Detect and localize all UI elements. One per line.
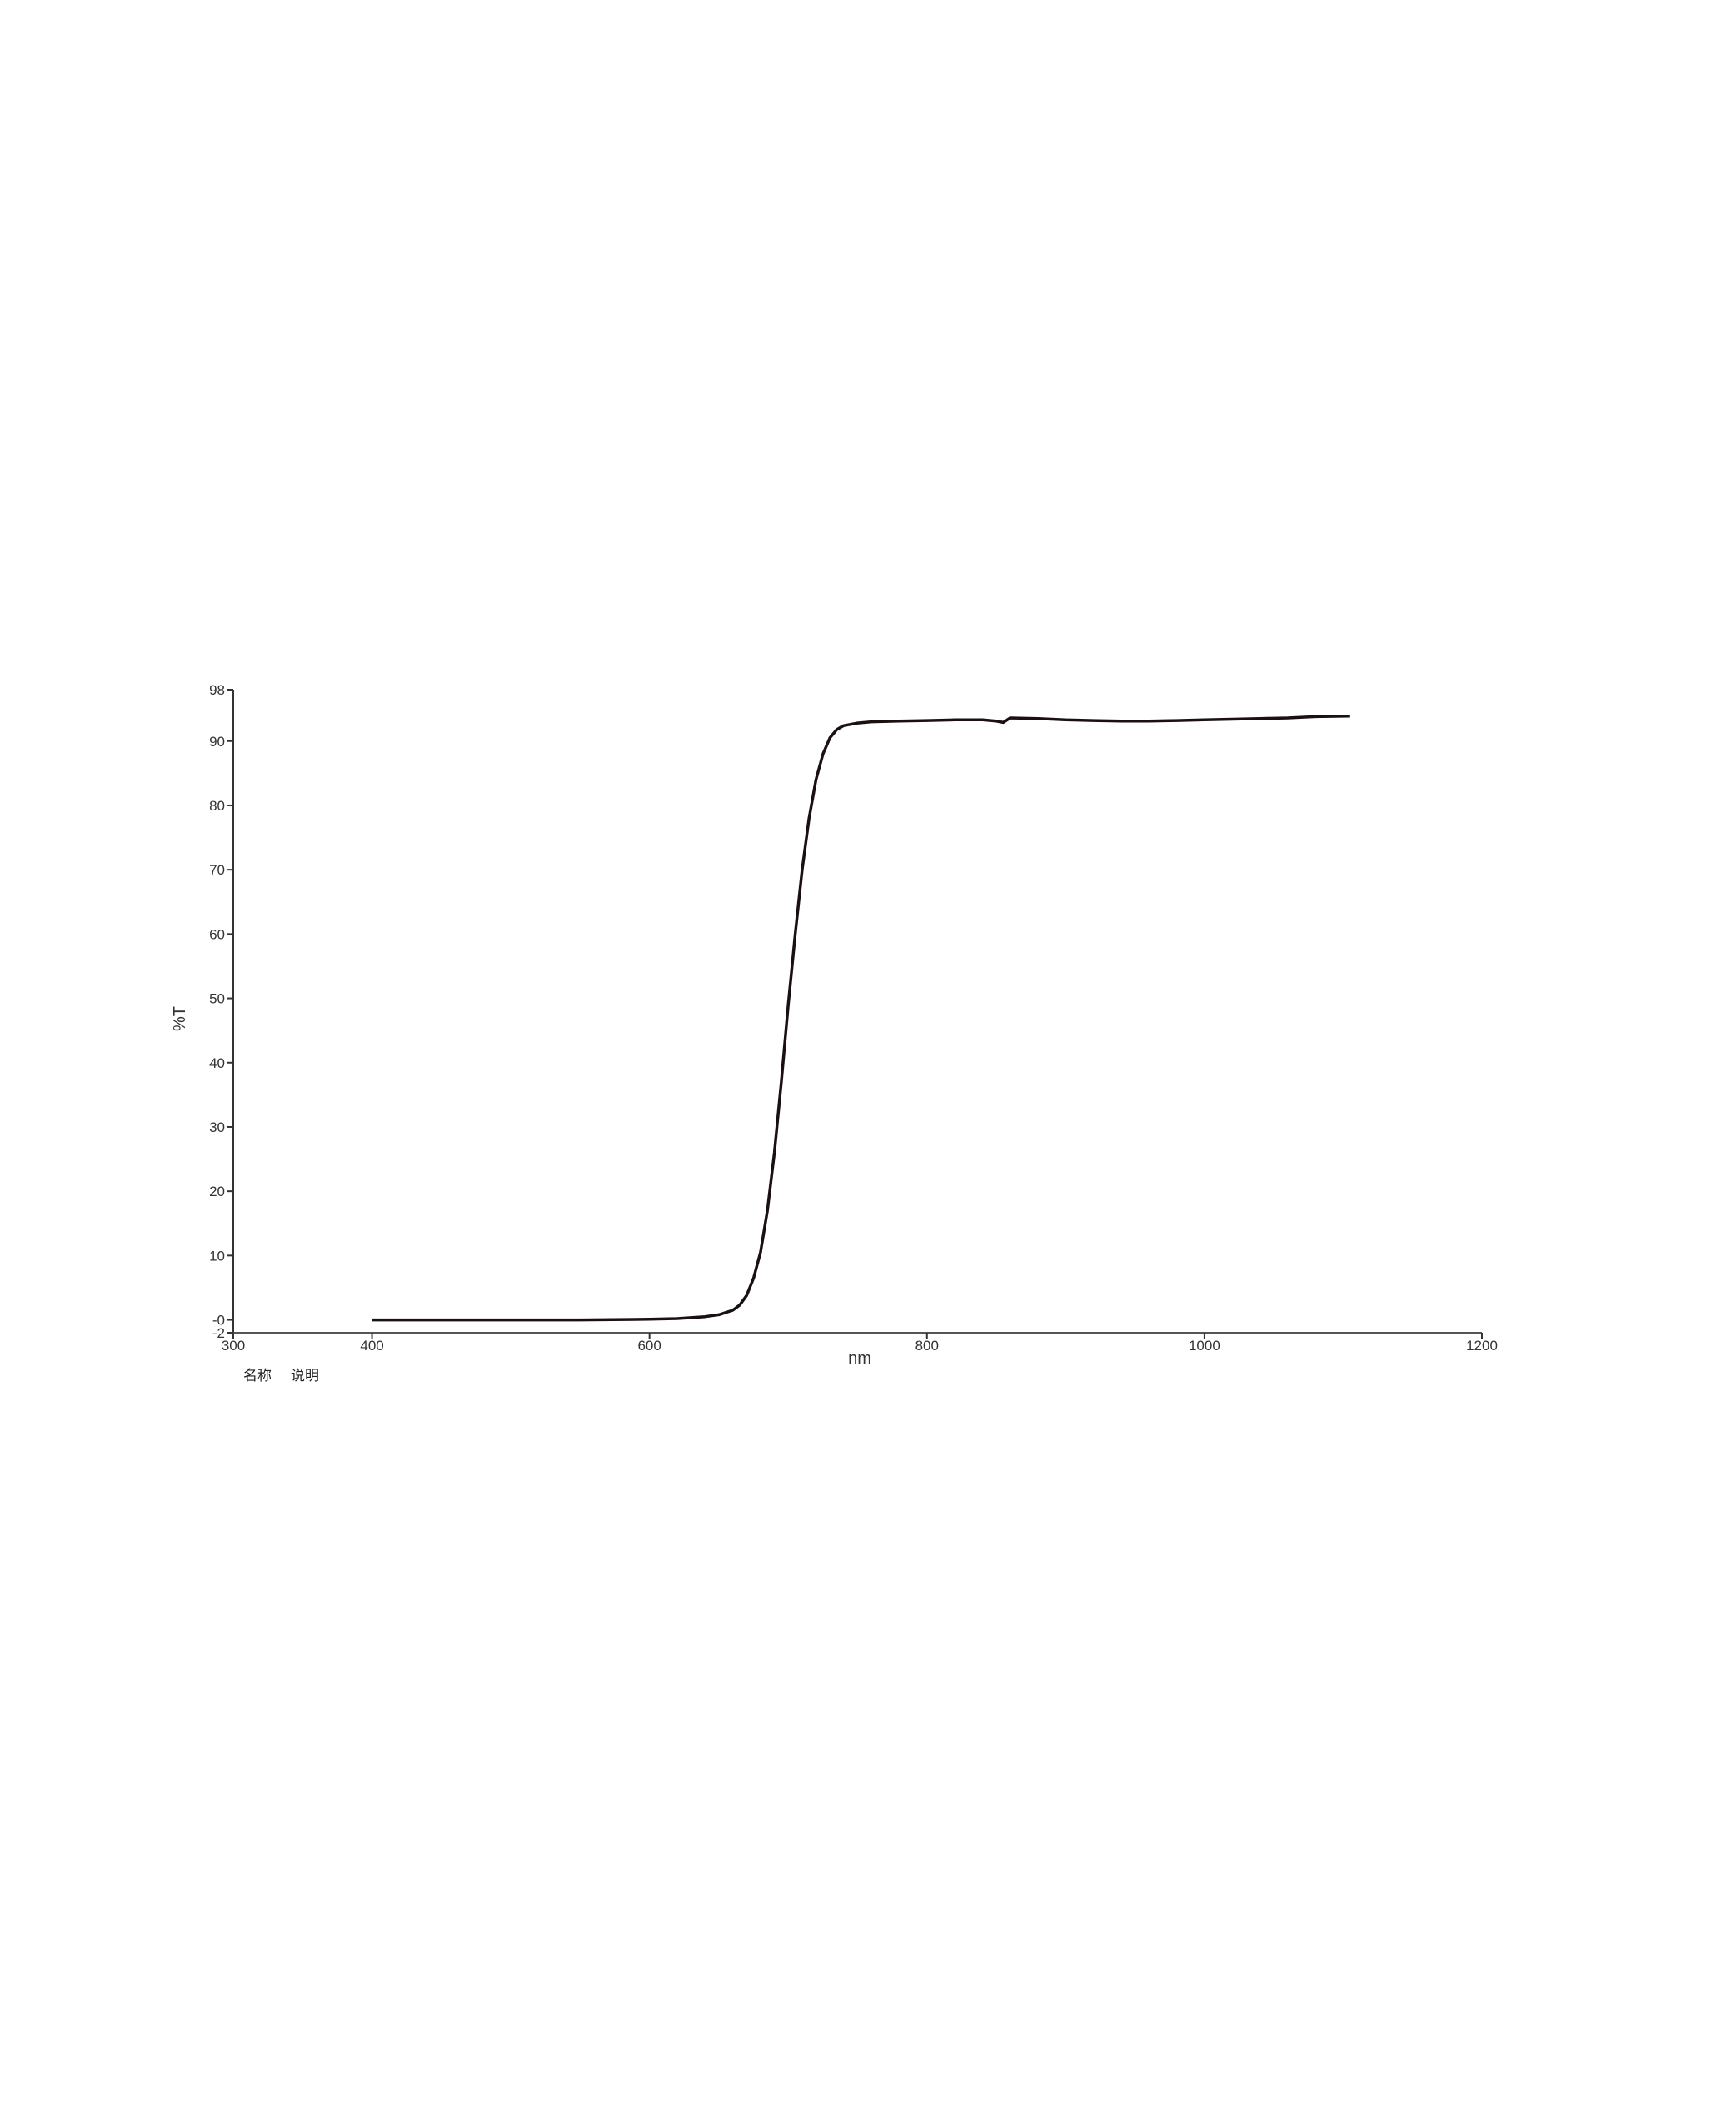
y-tick-label: -0	[212, 1313, 225, 1329]
x-tick-label: 800	[915, 1338, 939, 1354]
y-tick-label: 60	[209, 926, 225, 942]
legend-name-header: 名称	[243, 1368, 272, 1384]
y-tick-label: 80	[209, 798, 225, 814]
legend-description-header: 说明	[291, 1368, 319, 1384]
y-tick-label: 90	[209, 734, 225, 750]
x-axis-ticks: 300 400 600 800 1000 1200	[222, 1333, 1498, 1354]
x-tick-label: 400	[360, 1338, 383, 1354]
x-axis-label: nm	[848, 1349, 871, 1368]
y-tick-label: 30	[209, 1119, 225, 1135]
x-tick-label: 600	[637, 1338, 661, 1354]
y-tick-label: -2	[212, 1325, 225, 1341]
axes	[232, 690, 1482, 1334]
y-tick-label: 70	[209, 862, 225, 878]
y-tick-label: 10	[209, 1248, 225, 1264]
x-tick-label: 300	[222, 1338, 245, 1354]
y-tick-label: 98	[209, 682, 225, 698]
y-axis-ticks: 98 90 80 70 60 50 40 30 20 10 -0-2	[209, 682, 233, 1341]
y-tick-label: 50	[209, 991, 225, 1007]
y-axis-label: %T	[171, 1006, 189, 1031]
y-tick-label: 40	[209, 1055, 225, 1071]
y-tick-label: 20	[209, 1184, 225, 1199]
x-tick-label: 1000	[1189, 1338, 1220, 1354]
x-tick-label: 1200	[1466, 1338, 1498, 1354]
series-line	[372, 714, 1350, 1322]
